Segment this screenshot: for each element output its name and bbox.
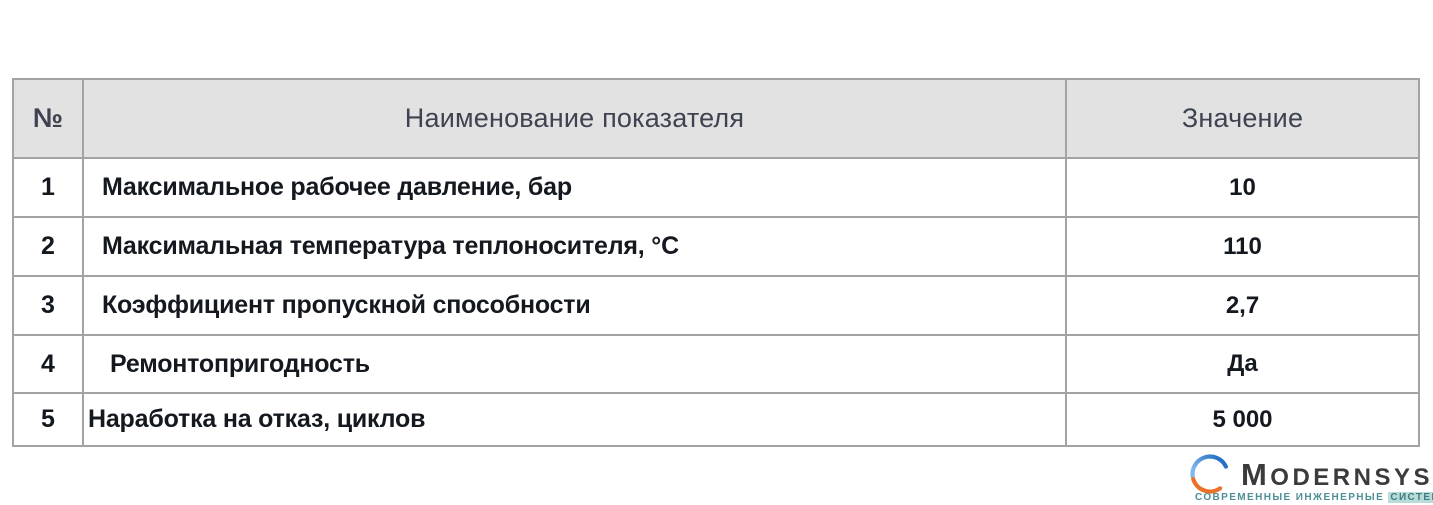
row-parameter-name: Коэффициент пропускной способности bbox=[84, 277, 1067, 336]
row-value: 2,7 bbox=[1067, 277, 1418, 336]
logo-brand-text: MODERNSYS bbox=[1240, 457, 1433, 492]
row-number: 5 bbox=[14, 394, 84, 445]
row-number: 3 bbox=[14, 277, 84, 336]
row-number: 2 bbox=[14, 218, 84, 277]
row-value: 10 bbox=[1067, 159, 1418, 218]
logo-tagline: СОВРЕМЕННЫЕ ИНЖЕНЕРНЫЕ СИСТЕМЫ bbox=[1195, 492, 1433, 503]
row-parameter-name: Наработка на отказ, циклов bbox=[84, 394, 1067, 445]
row-number: 4 bbox=[14, 336, 84, 394]
row-number: 1 bbox=[14, 159, 84, 218]
header-cell-number: № bbox=[14, 80, 84, 159]
row-parameter-name: Максимальное рабочее давление, бар bbox=[84, 159, 1067, 218]
header-cell-value: Значение bbox=[1067, 80, 1418, 159]
modernsys-logo: MODERNSYS СОВРЕМЕННЫЕ ИНЖЕНЕРНЫЕ СИСТЕМЫ bbox=[1190, 454, 1433, 503]
logo-tagline-left: СОВРЕМЕННЫЕ ИНЖЕНЕРНЫЕ bbox=[1195, 492, 1385, 503]
row-value: 5 000 bbox=[1212, 405, 1273, 433]
row-value: 110 bbox=[1067, 218, 1418, 277]
header-cell-name: Наименование показателя bbox=[84, 80, 1067, 159]
row-value: Да bbox=[1067, 336, 1418, 394]
spec-table: № Наименование показателя Значение 1 Мак… bbox=[12, 78, 1420, 447]
row-parameter-name: Максимальная температура теплоносителя, … bbox=[84, 218, 1067, 277]
logo-ring-icon bbox=[1189, 453, 1231, 495]
logo-tagline-highlight: СИСТЕМЫ bbox=[1388, 492, 1433, 503]
row-parameter-name: Ремонтопригодность bbox=[84, 336, 1067, 394]
